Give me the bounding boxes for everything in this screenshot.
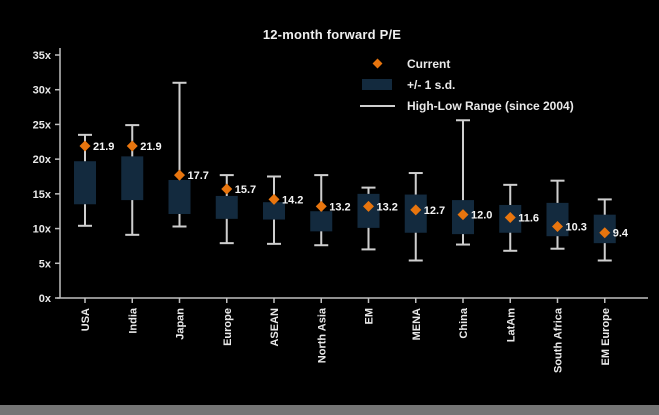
x-label-em: EM: [364, 308, 376, 325]
y-tick-label: 20x: [33, 154, 52, 166]
y-tick-label: 15x: [33, 189, 52, 201]
legend-marker-cell: [359, 58, 395, 69]
x-label-europe: Europe: [222, 308, 234, 346]
sd-box-south-africa: [546, 202, 569, 237]
value-label-latam: 11.6: [518, 212, 539, 224]
y-tick-label: 5x: [39, 258, 52, 270]
sd-box-india: [121, 156, 144, 201]
legend-item-sd: +/- 1 s.d.: [359, 74, 574, 95]
value-label-india: 21.9: [140, 141, 161, 153]
value-label-japan: 17.7: [188, 170, 209, 182]
y-tick-label: 0x: [39, 293, 52, 305]
x-label-japan: Japan: [175, 308, 187, 340]
value-label-em: 13.2: [377, 201, 398, 213]
sd-box-asean: [263, 202, 285, 220]
legend-label: High-Low Range (since 2004): [407, 98, 574, 113]
sd-box-swatch-icon: [362, 79, 392, 90]
x-label-usa: USA: [80, 308, 92, 331]
sd-box-north-asia: [310, 211, 333, 232]
current-marker-south-africa: [552, 220, 563, 232]
value-label-usa: 21.9: [93, 141, 114, 153]
y-tick-label: 25x: [33, 119, 52, 131]
x-label-em-europe: EM Europe: [600, 308, 612, 365]
legend-marker-cell: [359, 79, 395, 90]
value-label-europe: 15.7: [235, 184, 256, 196]
legend-label: Current: [407, 56, 451, 71]
legend-item-range: High-Low Range (since 2004): [359, 95, 574, 116]
sd-box-japan: [168, 179, 191, 214]
current-marker-europe: [221, 183, 233, 195]
x-label-asean: ASEAN: [269, 308, 281, 347]
sd-box-europe: [215, 195, 238, 219]
bottom-edge-strip: [0, 405, 659, 415]
x-label-south-africa: South Africa: [553, 307, 565, 373]
current-marker-latam: [504, 211, 516, 223]
y-tick-label: 35x: [33, 50, 52, 62]
current-marker-usa: [79, 140, 91, 152]
value-label-north-asia: 13.2: [329, 201, 350, 213]
y-tick-label: 30x: [33, 85, 52, 97]
range-line-swatch-icon: [359, 104, 395, 107]
current-marker-japan: [174, 169, 185, 181]
sd-box-usa: [74, 161, 96, 205]
x-label-india: India: [127, 307, 139, 334]
value-label-asean: 14.2: [282, 194, 303, 206]
legend: Current +/- 1 s.d. High-Low Range (since…: [359, 53, 574, 116]
x-label-north-asia: North Asia: [316, 307, 328, 363]
current-marker-north-asia: [315, 200, 327, 212]
current-marker-em-europe: [599, 227, 611, 239]
x-label-latam: LatAm: [505, 308, 517, 342]
current-marker-em: [363, 200, 374, 212]
value-label-south-africa: 10.3: [566, 221, 587, 233]
x-label-mena: MENA: [411, 308, 423, 340]
value-label-em-europe: 9.4: [613, 228, 629, 240]
legend-label: +/- 1 s.d.: [407, 77, 456, 92]
legend-marker-cell: [359, 104, 395, 107]
current-marker-india: [126, 140, 138, 152]
value-label-mena: 12.7: [424, 205, 445, 217]
current-diamond-icon: [372, 58, 382, 69]
current-marker-mena: [410, 204, 422, 216]
x-label-china: China: [458, 307, 470, 338]
value-label-china: 12.0: [471, 210, 492, 222]
current-marker-asean: [268, 193, 280, 205]
current-marker-china: [457, 209, 469, 221]
y-tick-label: 10x: [33, 224, 52, 236]
legend-item-current: Current: [359, 53, 574, 74]
chart-title: 12-month forward P/E: [262, 27, 402, 42]
